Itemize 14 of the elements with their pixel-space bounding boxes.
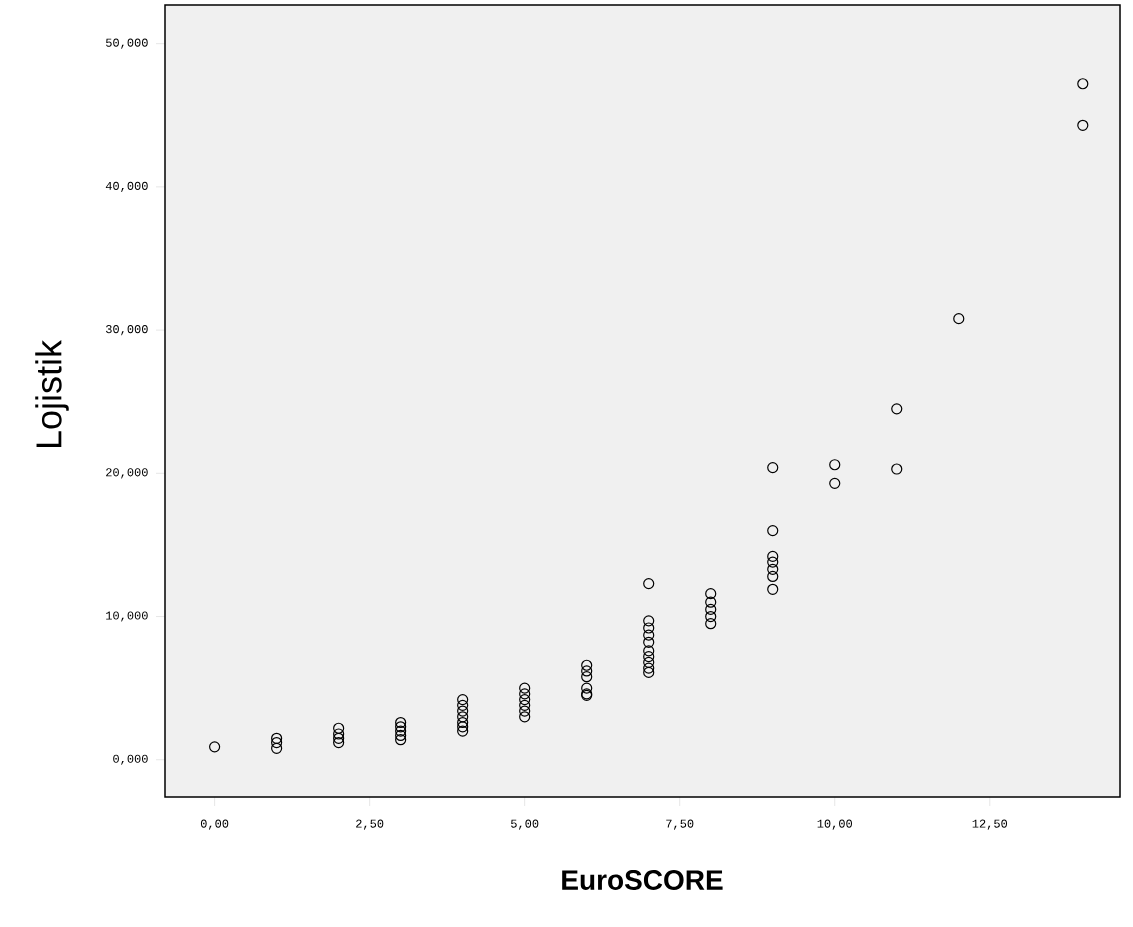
x-tick-label: 10,00 xyxy=(817,819,853,830)
x-tick-label: 5,00 xyxy=(511,819,539,830)
x-tick-label: 0,00 xyxy=(200,819,229,830)
y-tick-label: 20,000 xyxy=(106,468,148,479)
y-tick-label: 30,000 xyxy=(106,325,148,336)
x-tick-label: 7,50 xyxy=(666,819,694,830)
y-tick-label: 10,000 xyxy=(106,611,148,622)
y-tick-label: 50,000 xyxy=(106,38,148,49)
y-axis-title: Lojistik xyxy=(35,339,69,448)
x-axis-title: EuroSCORE xyxy=(562,870,723,890)
x-tick-label: 12,50 xyxy=(972,819,1008,830)
x-tick-label: 2,50 xyxy=(356,819,384,830)
y-tick-label: 40,000 xyxy=(105,181,148,192)
y-tick-label: 0,000 xyxy=(113,754,148,765)
